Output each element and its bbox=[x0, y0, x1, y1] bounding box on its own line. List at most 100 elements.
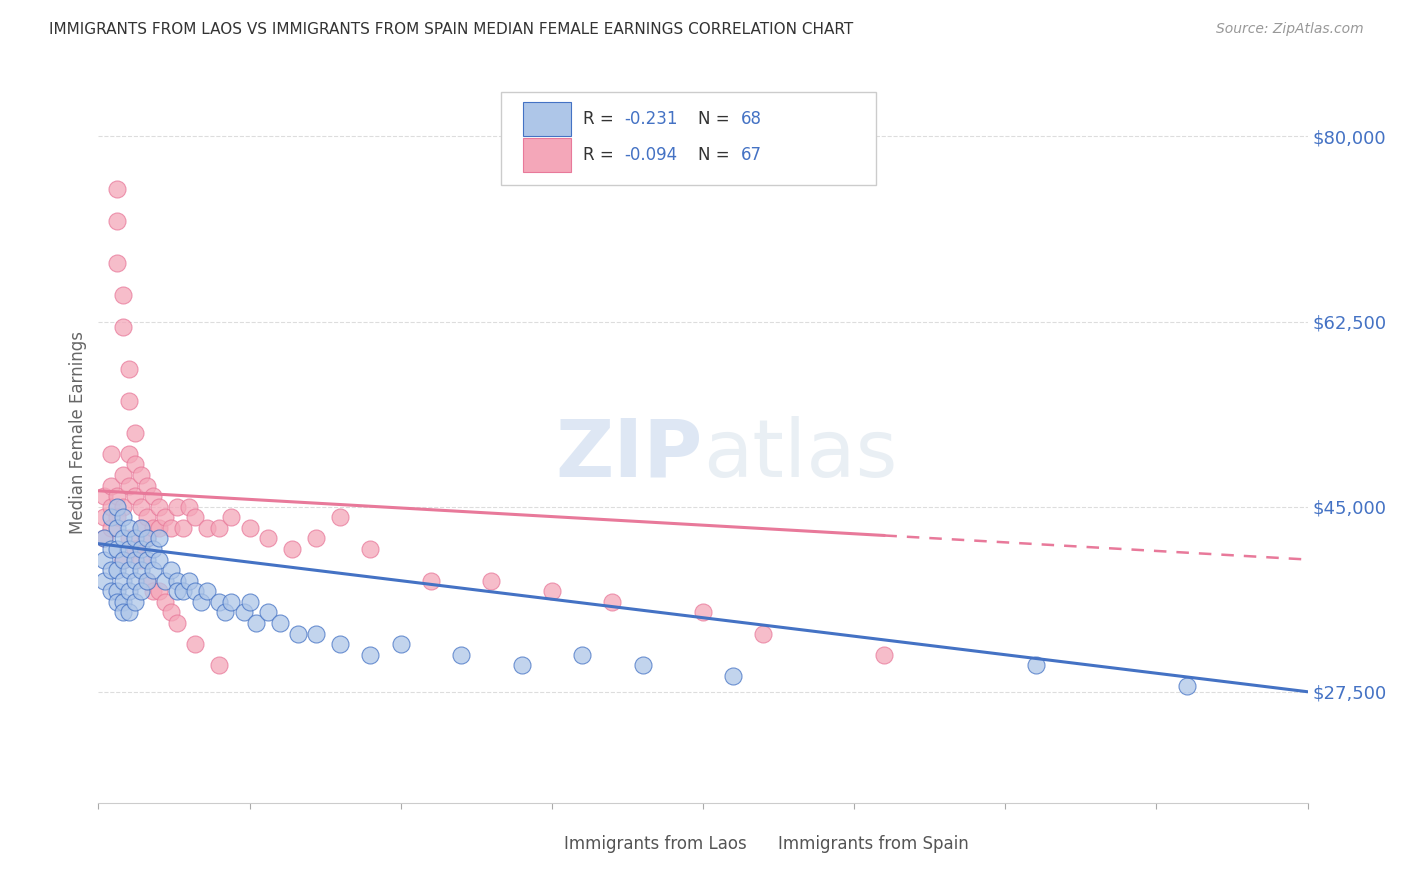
Point bbox=[142, 563, 165, 577]
Point bbox=[129, 467, 152, 482]
Point bbox=[305, 626, 328, 640]
Point bbox=[124, 532, 146, 546]
Text: N =: N = bbox=[699, 111, 735, 128]
Point bbox=[148, 552, 170, 566]
Point bbox=[111, 288, 134, 302]
Point bbox=[118, 563, 141, 577]
Point bbox=[129, 541, 152, 556]
Point bbox=[256, 532, 278, 546]
Point bbox=[245, 615, 267, 630]
Point bbox=[208, 521, 231, 535]
Point bbox=[221, 595, 243, 609]
Point bbox=[510, 658, 533, 673]
Point bbox=[124, 574, 146, 588]
Point bbox=[129, 500, 152, 514]
Point bbox=[135, 552, 157, 566]
Point bbox=[239, 521, 262, 535]
Point bbox=[142, 584, 165, 599]
Point bbox=[195, 584, 218, 599]
Point bbox=[450, 648, 472, 662]
Point bbox=[142, 541, 165, 556]
Point bbox=[111, 606, 134, 620]
Point bbox=[118, 584, 141, 599]
Point bbox=[481, 574, 503, 588]
Point bbox=[93, 552, 115, 566]
Point bbox=[105, 541, 128, 556]
Point bbox=[100, 584, 122, 599]
Point bbox=[142, 521, 165, 535]
Text: -0.231: -0.231 bbox=[624, 111, 678, 128]
FancyBboxPatch shape bbox=[501, 92, 876, 185]
Point bbox=[93, 489, 115, 503]
Point bbox=[153, 510, 176, 524]
FancyBboxPatch shape bbox=[523, 103, 571, 136]
Point bbox=[105, 595, 128, 609]
Point bbox=[124, 552, 146, 566]
Point bbox=[135, 532, 157, 546]
Point bbox=[602, 595, 624, 609]
Point bbox=[269, 615, 291, 630]
Point bbox=[184, 637, 207, 651]
Point bbox=[148, 584, 170, 599]
Point bbox=[111, 552, 134, 566]
Text: atlas: atlas bbox=[703, 416, 897, 494]
Point bbox=[105, 521, 128, 535]
Point bbox=[166, 574, 188, 588]
Point bbox=[105, 563, 128, 577]
Point bbox=[118, 532, 141, 546]
Point bbox=[172, 584, 194, 599]
Point bbox=[124, 458, 146, 472]
Point bbox=[179, 574, 201, 588]
Point bbox=[105, 489, 128, 503]
Text: Immigrants from Spain: Immigrants from Spain bbox=[778, 835, 969, 853]
Text: 67: 67 bbox=[741, 146, 762, 164]
Point bbox=[190, 595, 212, 609]
Point bbox=[179, 500, 201, 514]
Point bbox=[129, 521, 152, 535]
Point bbox=[221, 510, 243, 524]
Point bbox=[208, 595, 231, 609]
Point bbox=[129, 584, 152, 599]
Y-axis label: Median Female Earnings: Median Female Earnings bbox=[69, 331, 87, 534]
FancyBboxPatch shape bbox=[526, 831, 557, 858]
Point bbox=[360, 541, 382, 556]
Point bbox=[118, 447, 141, 461]
Point bbox=[281, 541, 304, 556]
Point bbox=[124, 489, 146, 503]
Point bbox=[111, 467, 134, 482]
Point bbox=[100, 500, 122, 514]
Point bbox=[111, 319, 134, 334]
Point bbox=[118, 521, 141, 535]
FancyBboxPatch shape bbox=[523, 138, 571, 172]
Point bbox=[111, 500, 134, 514]
Point bbox=[105, 256, 128, 270]
Point bbox=[329, 637, 352, 651]
Point bbox=[360, 648, 382, 662]
Point bbox=[118, 393, 141, 408]
Point bbox=[93, 510, 115, 524]
Point bbox=[111, 510, 134, 524]
Point bbox=[631, 658, 654, 673]
Point bbox=[160, 521, 183, 535]
Point bbox=[105, 214, 128, 228]
Point bbox=[142, 489, 165, 503]
Point bbox=[232, 606, 254, 620]
Point bbox=[752, 626, 775, 640]
Point bbox=[105, 510, 128, 524]
Point bbox=[124, 541, 146, 556]
Point bbox=[148, 500, 170, 514]
Point bbox=[184, 510, 207, 524]
Point bbox=[100, 563, 122, 577]
Point bbox=[105, 500, 128, 514]
Point bbox=[111, 574, 134, 588]
Point bbox=[111, 532, 134, 546]
Point bbox=[135, 574, 157, 588]
Point bbox=[118, 606, 141, 620]
Text: R =: R = bbox=[583, 146, 619, 164]
Point bbox=[389, 637, 412, 651]
Point bbox=[105, 584, 128, 599]
Point bbox=[118, 362, 141, 376]
Point bbox=[93, 532, 115, 546]
Point bbox=[723, 669, 745, 683]
Point bbox=[420, 574, 443, 588]
